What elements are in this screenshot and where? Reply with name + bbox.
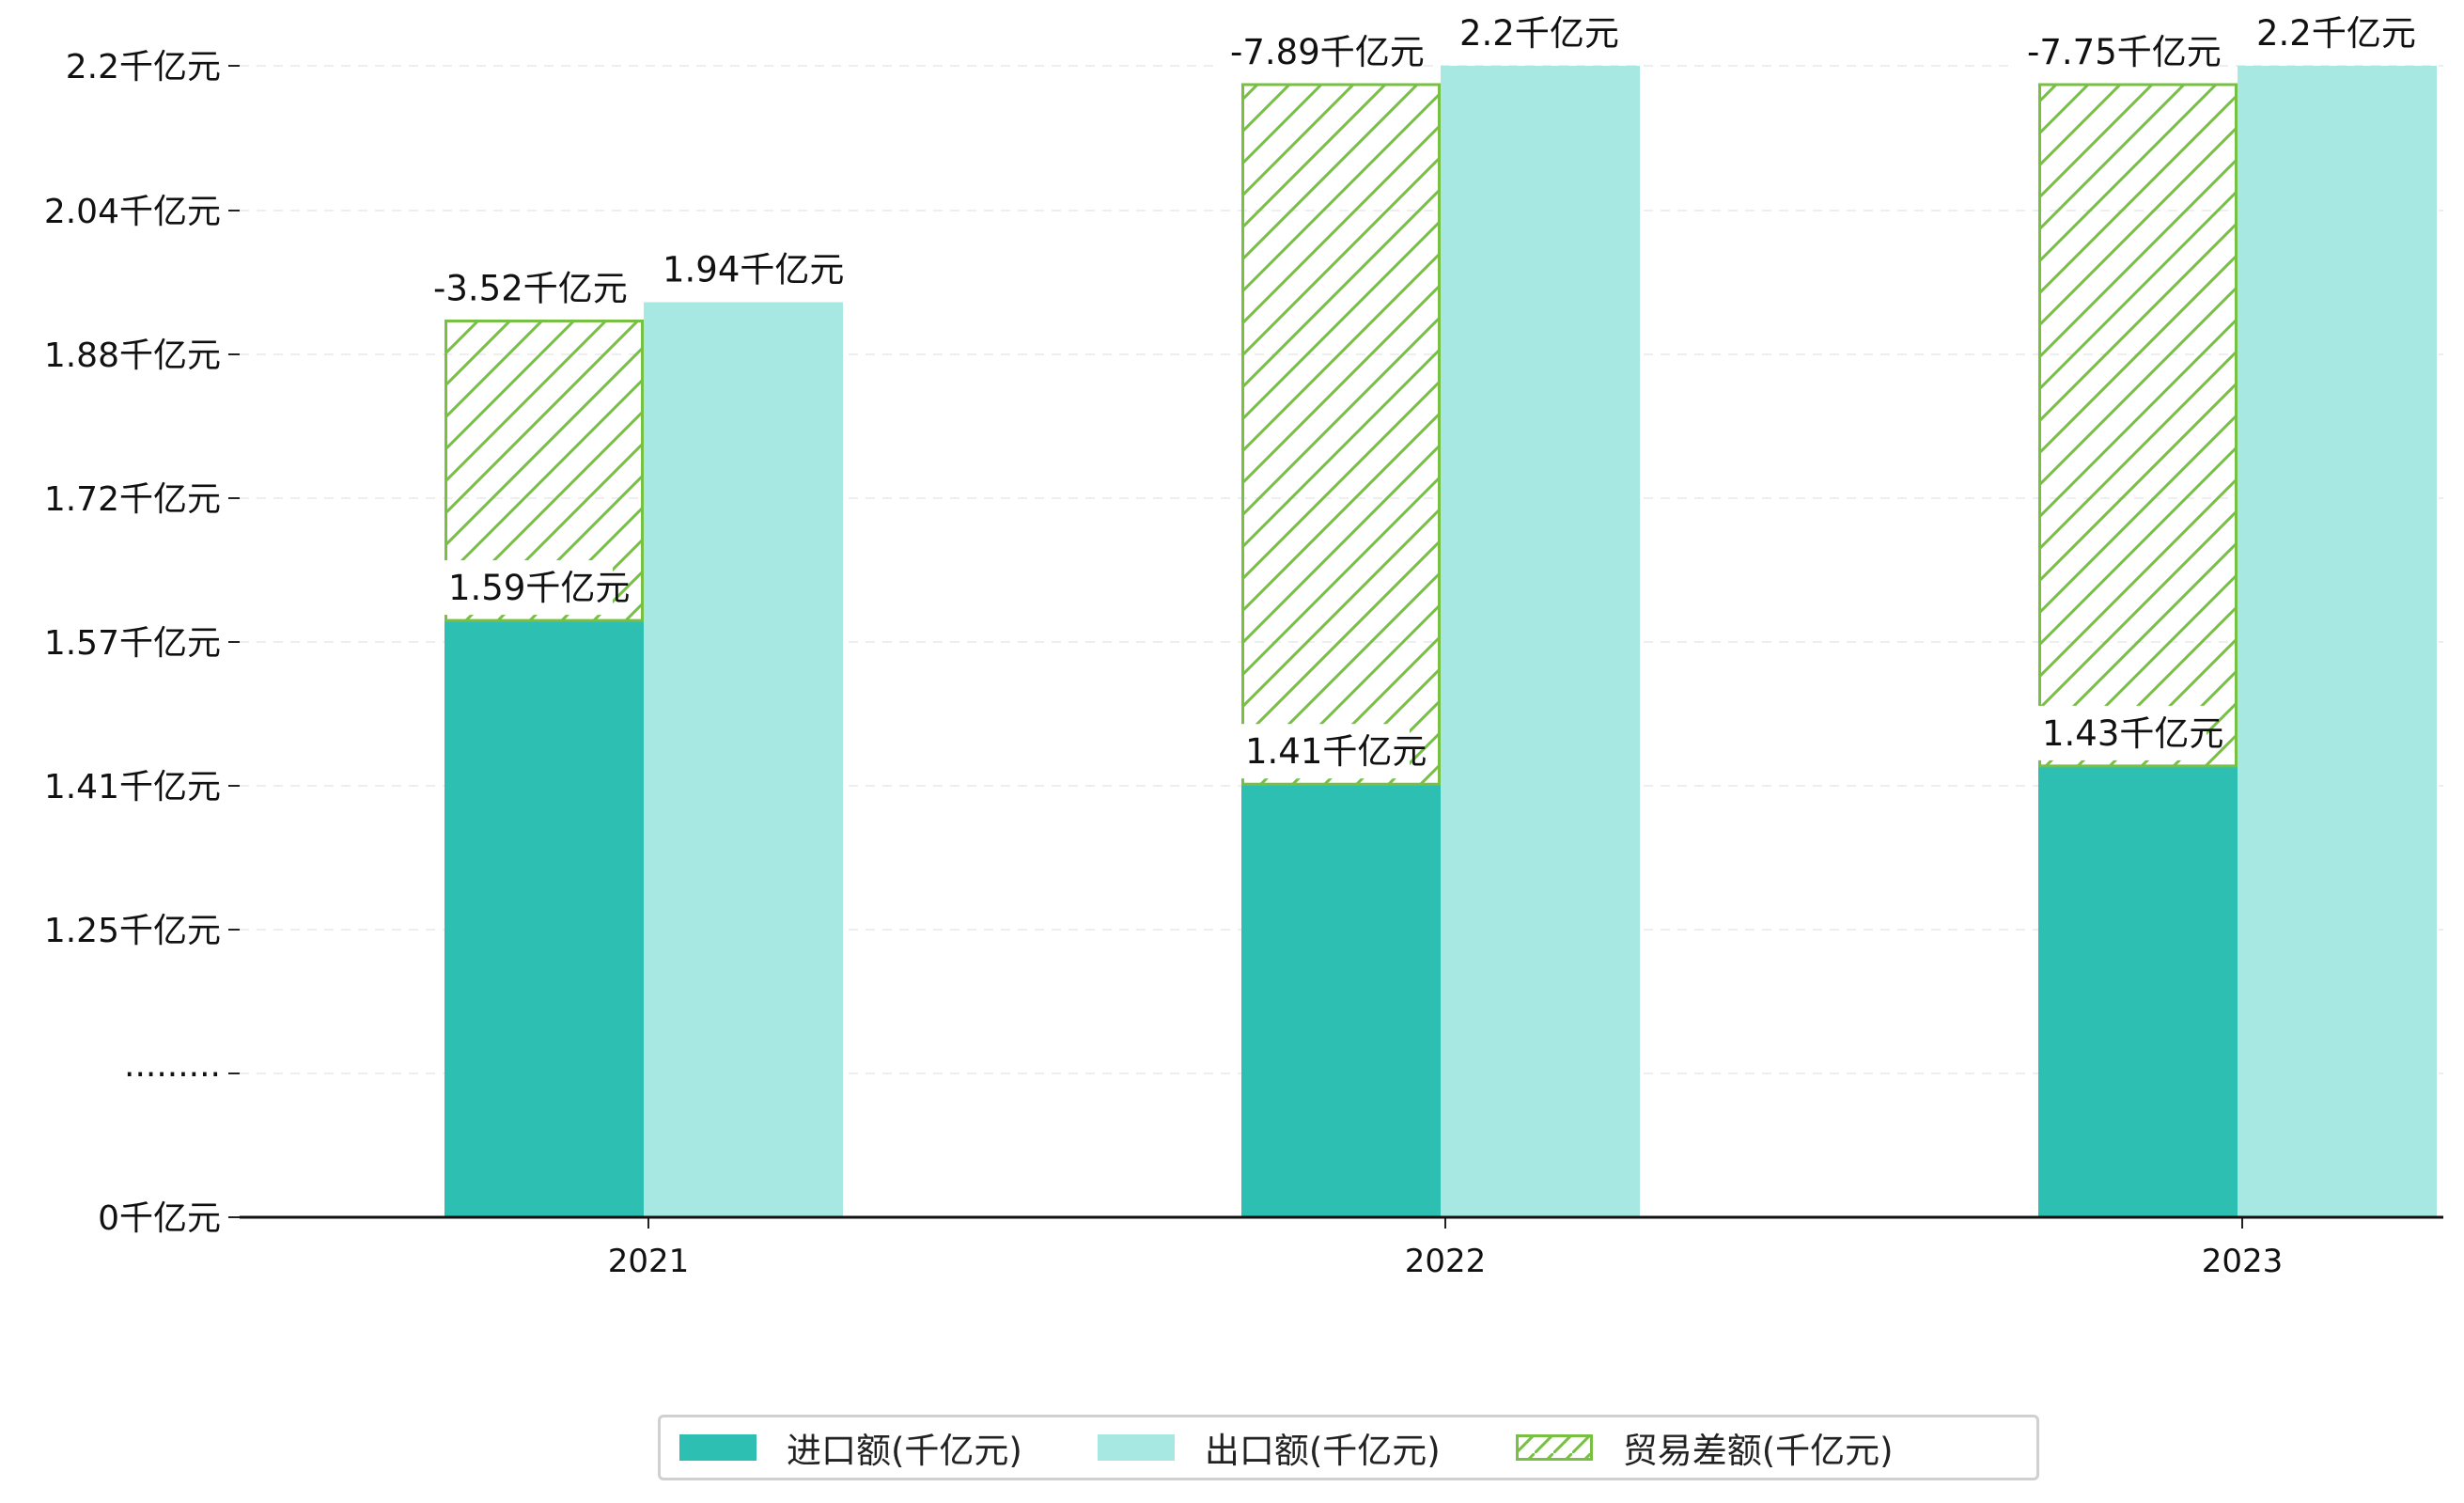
x-tick-label: 2022	[1405, 1243, 1487, 1280]
y-tick-label: 1.72千亿元	[44, 480, 221, 519]
y-tick-label: 1.88千亿元	[44, 337, 221, 375]
balance-value-label: -7.75千亿元	[2014, 24, 2222, 79]
balance-value-label: -7.89千亿元	[1217, 24, 1425, 79]
export-value-label-text: 1.94千亿元	[663, 250, 844, 290]
data-labels: 1.94千亿元 -3.52千亿元 1.59千亿元 2.2千亿元 -7.89千亿元 1.41…	[420, 6, 2416, 779]
x-tick-label: 2023	[2202, 1243, 2284, 1280]
bars	[444, 66, 2437, 1218]
balance-value-label-text: -3.52千亿元	[433, 269, 628, 309]
export-value-label: 2.2千亿元	[2243, 6, 2416, 60]
export-value-label-text: 2.2千亿元	[1459, 13, 1619, 54]
balance-value-label-bg	[2014, 24, 2213, 79]
y-tick-label: 1.25千亿元	[44, 912, 221, 950]
import-value-label-bg	[2029, 705, 2207, 760]
legend-label-import: 进口额(千亿元)	[787, 1431, 1022, 1471]
y-tick-label: ·········	[124, 1056, 221, 1094]
balance-value-label-bg	[1217, 24, 1416, 79]
balance-value-label: -3.52千亿元	[420, 260, 628, 316]
legend-swatch-balance	[1515, 1434, 1593, 1461]
import-value-label-text: 1.41千亿元	[1245, 731, 1427, 772]
export-bar	[2238, 66, 2437, 1217]
y-axis: 0千亿元 ········· 1.25千亿元 1.41千亿元 1.57千亿元 1.72千亿…	[44, 48, 240, 1238]
import-value-label-text: 1.43千亿元	[2042, 713, 2223, 754]
legend-label-balance: 贸易差额(千亿元)	[1622, 1431, 1894, 1471]
import-bar	[2038, 765, 2238, 1217]
import-value-label: 1.43千亿元	[2029, 705, 2223, 760]
legend-swatch-export	[1097, 1434, 1175, 1461]
export-value-label: 2.2千亿元	[1446, 6, 1619, 60]
import-value-label: 1.41千亿元	[1232, 724, 1427, 779]
export-value-label-bg	[2243, 6, 2399, 60]
import-bar	[444, 620, 644, 1217]
export-value-label-bg	[1446, 6, 1602, 60]
legend-item-import: 进口额(千亿元)	[679, 1422, 1022, 1473]
balance-bar	[2038, 83, 2238, 768]
balance-value-label-text: -7.89千亿元	[1230, 32, 1425, 72]
balance-bar	[1241, 83, 1441, 786]
legend-swatch-import	[679, 1434, 756, 1461]
y-tick-label: 0千亿元	[98, 1199, 221, 1238]
legend-item-export: 出口额(千亿元)	[1097, 1422, 1441, 1473]
export-bar	[1441, 66, 1640, 1217]
x-axis: 2021 2022 2023	[240, 1215, 2443, 1280]
export-bar	[644, 302, 843, 1218]
export-value-label-text: 2.2千亿元	[2256, 13, 2416, 54]
y-tick-label: 1.41千亿元	[44, 768, 221, 806]
legend-label-export: 出口额(千亿元)	[1204, 1431, 1441, 1471]
import-value-label-bg	[1232, 724, 1410, 779]
x-tick-label: 2021	[608, 1243, 690, 1280]
y-tick-label: 2.04千亿元	[44, 193, 221, 231]
import-value-label: 1.59千亿元	[435, 560, 630, 616]
balance-value-label-text: -7.75千亿元	[2027, 32, 2222, 72]
import-bar	[1241, 784, 1441, 1217]
import-value-label-text: 1.59千亿元	[448, 568, 630, 608]
y-tick-label: 2.2千亿元	[66, 48, 221, 86]
export-value-label-bg	[649, 242, 827, 297]
import-value-label-bg	[435, 560, 613, 616]
y-tick-label: 1.57千亿元	[44, 624, 221, 663]
legend: 进口额(千亿元) 出口额(千亿元) 贸易差额(千亿元)	[658, 1415, 2039, 1480]
legend-item-balance: 贸易差额(千亿元)	[1515, 1422, 1894, 1473]
export-value-label: 1.94千亿元	[649, 242, 844, 297]
balance-value-label-bg	[420, 260, 619, 316]
